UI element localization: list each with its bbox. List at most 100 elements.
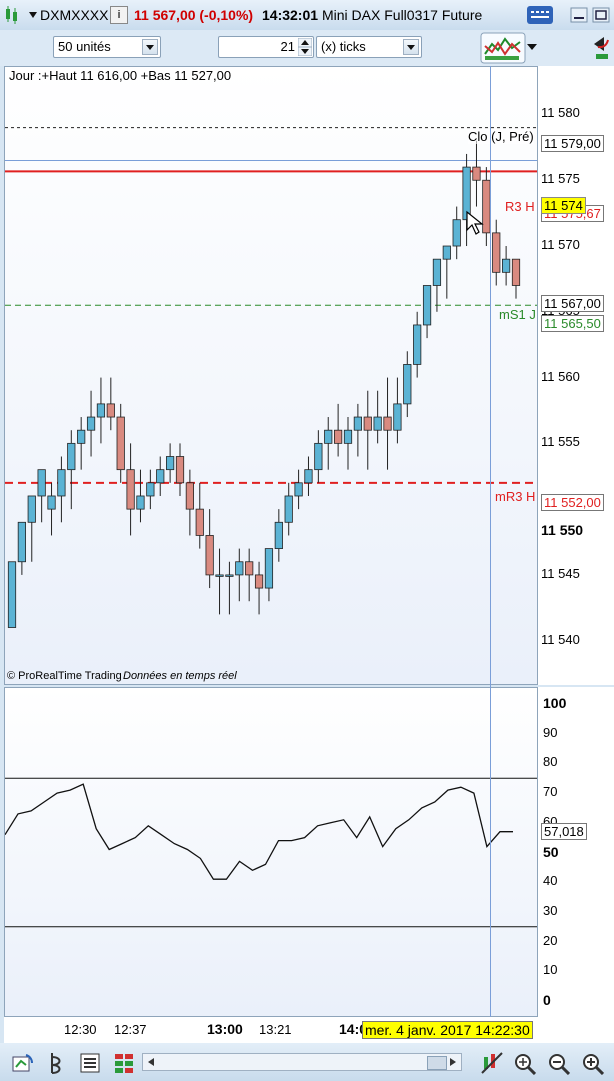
- symbol-name[interactable]: DXMXXXX: [40, 7, 109, 23]
- title-bar: DXMXXXX i 11 567,00 (-0,10%) 14:32:01 Mi…: [0, 0, 614, 31]
- candle[interactable]: [324, 417, 333, 470]
- candle[interactable]: [304, 456, 313, 496]
- period-unit-value: (x) ticks: [321, 39, 366, 54]
- oscillator-chart[interactable]: [5, 688, 537, 1016]
- clo-value-label: 11 579,00: [541, 135, 604, 152]
- keyboard-icon[interactable]: [526, 5, 554, 25]
- candle[interactable]: [314, 430, 323, 483]
- candle[interactable]: [47, 482, 56, 536]
- candle[interactable]: [126, 443, 135, 536]
- order-book-icon[interactable]: [112, 1051, 136, 1075]
- scroll-left-icon[interactable]: [145, 1056, 157, 1068]
- candle[interactable]: [403, 351, 412, 418]
- candle[interactable]: [393, 377, 402, 444]
- candle[interactable]: [225, 561, 234, 615]
- candle[interactable]: [492, 219, 501, 286]
- candle[interactable]: [383, 377, 392, 470]
- list-icon[interactable]: [78, 1051, 102, 1075]
- candle[interactable]: [57, 456, 66, 523]
- candle[interactable]: [264, 548, 274, 602]
- horizontal-scrollbar[interactable]: [142, 1053, 462, 1071]
- candle[interactable]: [334, 403, 343, 457]
- candle[interactable]: [511, 258, 521, 299]
- chevron-down-icon[interactable]: [403, 39, 419, 55]
- price-tick-label: 11 545: [541, 565, 580, 581]
- candle[interactable]: [294, 469, 303, 510]
- price-tick-label: 11 555: [541, 434, 580, 450]
- bottom-toolbar: [0, 1043, 614, 1081]
- candle[interactable]: [245, 548, 254, 602]
- candle[interactable]: [17, 521, 26, 575]
- indicators-dropdown-icon[interactable]: [526, 42, 538, 52]
- units-select[interactable]: 50 unités: [53, 36, 161, 58]
- oscillator-tick-label: 40: [543, 873, 558, 889]
- oscillator-tick-label: 50: [543, 843, 559, 860]
- candle[interactable]: [442, 245, 451, 299]
- time-label-1230: 12:30: [64, 1022, 97, 1037]
- candle[interactable]: [413, 311, 422, 378]
- maximize-icon[interactable]: [592, 7, 610, 23]
- day-range-header: Jour :+Haut 11 616,00 +Bas 11 527,00: [9, 68, 232, 83]
- candle[interactable]: [373, 390, 382, 444]
- oscillator-line: [5, 783, 513, 880]
- candle[interactable]: [67, 430, 76, 510]
- zoom-fit-icon[interactable]: [512, 1051, 536, 1075]
- candle[interactable]: [472, 140, 481, 207]
- candle[interactable]: [284, 482, 293, 536]
- candlestick-chart[interactable]: [5, 67, 537, 684]
- period-stepper[interactable]: 21: [218, 36, 314, 58]
- oscillator-value-label: 57,018: [541, 823, 587, 840]
- current-price-badge: 11 574: [541, 197, 586, 214]
- candle[interactable]: [175, 443, 185, 496]
- price-chart-panel[interactable]: Jour :+Haut 11 616,00 +Bas 11 527,00 Clo…: [4, 66, 538, 685]
- zoom-in-icon[interactable]: [580, 1051, 604, 1075]
- candle[interactable]: [452, 206, 461, 260]
- crosshair-line: [490, 66, 491, 1017]
- collapse-panel-icon[interactable]: [590, 34, 612, 62]
- symbol-dropdown-icon[interactable]: [28, 10, 38, 20]
- candle[interactable]: [7, 561, 17, 628]
- drawing-tool-icon[interactable]: [44, 1051, 68, 1075]
- price-tick-label: 11 560: [541, 368, 580, 384]
- candle[interactable]: [235, 548, 244, 602]
- info-icon[interactable]: i: [110, 6, 128, 24]
- candle[interactable]: [432, 258, 442, 312]
- candle[interactable]: [195, 482, 204, 549]
- scrollbar-thumb[interactable]: [427, 1056, 447, 1070]
- candle[interactable]: [77, 417, 86, 470]
- candle[interactable]: [254, 561, 264, 615]
- candle[interactable]: [353, 403, 362, 457]
- minimize-icon[interactable]: [570, 7, 588, 23]
- candle[interactable]: [136, 469, 145, 523]
- oscillator-tick-label: 80: [543, 754, 558, 770]
- candle[interactable]: [363, 390, 372, 470]
- candle[interactable]: [274, 509, 283, 562]
- candle[interactable]: [86, 390, 96, 457]
- candle[interactable]: [502, 246, 511, 286]
- candle[interactable]: [156, 456, 165, 496]
- stepper-arrows-icon[interactable]: [298, 38, 312, 56]
- candle[interactable]: [27, 495, 36, 562]
- candle[interactable]: [146, 469, 155, 510]
- candle[interactable]: [215, 548, 224, 615]
- candle[interactable]: [185, 469, 194, 536]
- period-value: 21: [280, 39, 295, 54]
- candle[interactable]: [116, 403, 125, 483]
- period-unit-select[interactable]: (x) ticks: [316, 36, 422, 58]
- candle[interactable]: [166, 443, 175, 483]
- scroll-right-icon[interactable]: [447, 1056, 459, 1068]
- candle[interactable]: [96, 377, 106, 444]
- refresh-chart-icon[interactable]: [10, 1051, 34, 1075]
- chart-settings-icon[interactable]: [480, 1051, 504, 1075]
- candle[interactable]: [422, 285, 432, 339]
- zoom-out-icon[interactable]: [546, 1051, 570, 1075]
- candle[interactable]: [106, 377, 115, 431]
- candle[interactable]: [343, 417, 353, 470]
- candle[interactable]: [205, 509, 214, 589]
- candle[interactable]: [37, 469, 46, 523]
- oscillator-panel[interactable]: [4, 687, 538, 1017]
- chevron-down-icon[interactable]: [142, 39, 158, 55]
- time-label-1300: 13:00: [207, 1021, 243, 1037]
- indicators-icon[interactable]: [480, 32, 526, 64]
